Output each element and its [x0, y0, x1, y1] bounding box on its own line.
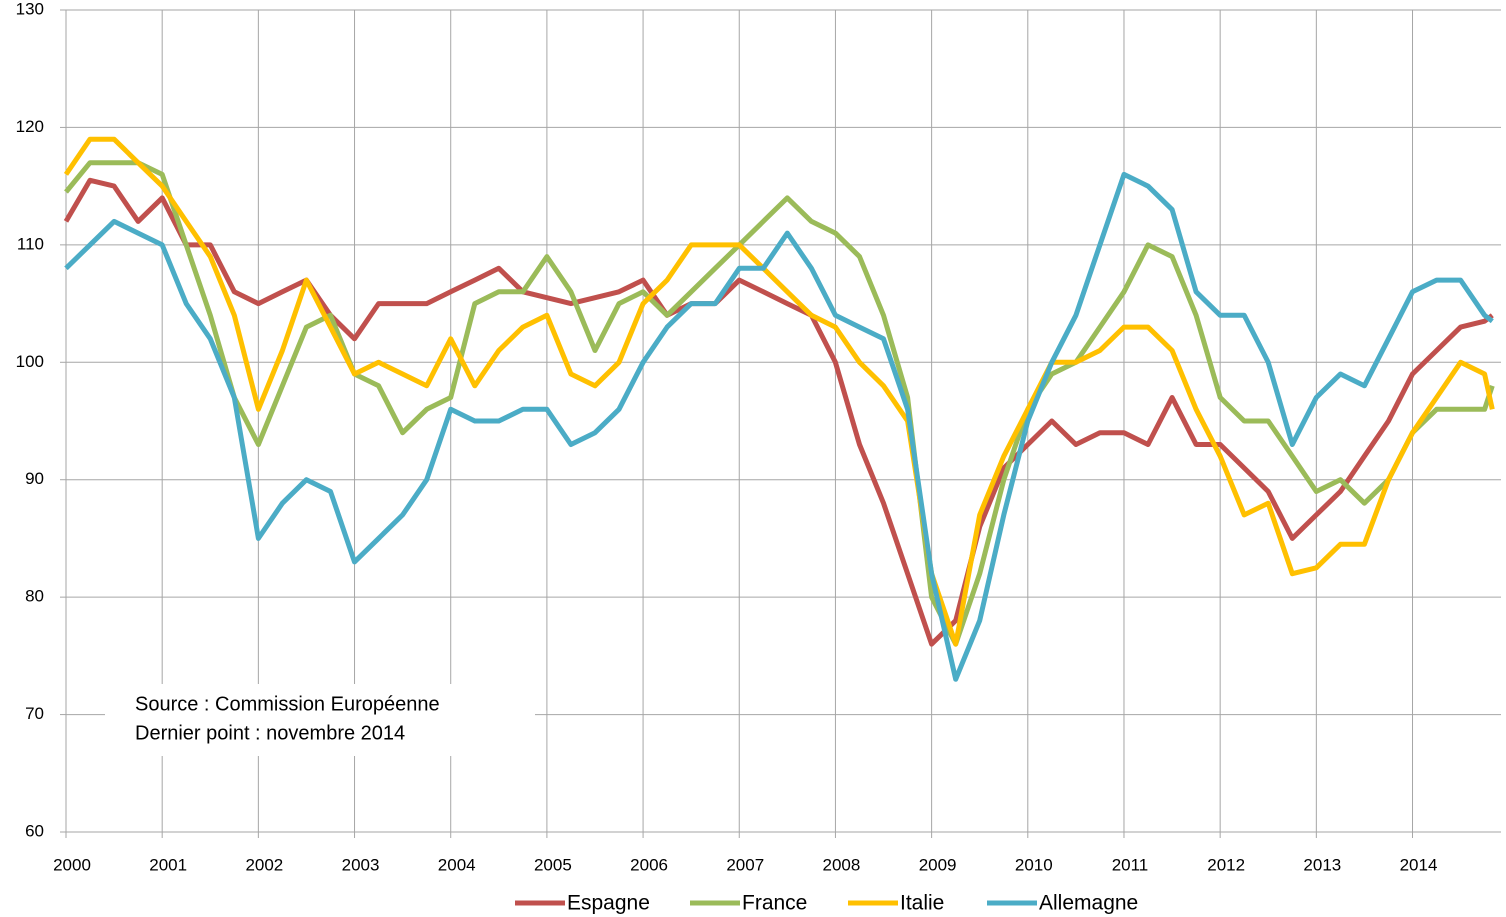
y-tick-label: 80: [25, 587, 44, 606]
x-tick-label: 2004: [438, 855, 476, 874]
x-tick-label: 2001: [149, 855, 187, 874]
x-tick-label: 2003: [342, 855, 380, 874]
y-tick-label: 60: [25, 821, 44, 840]
series-line: [63, 177, 1494, 647]
legend-label: Espagne: [567, 892, 650, 915]
x-tick-label: 2008: [823, 855, 861, 874]
x-tick-label: 2009: [919, 855, 957, 874]
legend-label: France: [742, 892, 807, 915]
annotation: Source : Commission Européenne: [135, 693, 440, 715]
annotation: Dernier point : novembre 2014: [135, 722, 405, 744]
series-line: [64, 160, 1495, 647]
series-line: [64, 171, 1494, 682]
x-tick-label: 2006: [630, 855, 668, 874]
y-tick-label: 90: [25, 469, 44, 488]
x-tick-label: 2014: [1400, 855, 1438, 874]
x-tick-label: 2012: [1207, 855, 1245, 874]
x-tick-label: 2007: [726, 855, 764, 874]
legend-label: Allemagne: [1039, 892, 1138, 915]
x-tick-label: 2010: [1015, 855, 1053, 874]
y-tick-label: 120: [16, 117, 44, 136]
x-tick-label: 2000: [53, 855, 91, 874]
x-tick-label: 2002: [245, 855, 283, 874]
legend-label: Italie: [900, 892, 944, 915]
x-tick-label: 2005: [534, 855, 572, 874]
x-tick-label: 2013: [1303, 855, 1341, 874]
y-tick-label: 110: [17, 234, 44, 253]
y-tick-label: 100: [16, 352, 44, 371]
x-tick-label: 2011: [1112, 855, 1149, 874]
y-tick-label: 130: [16, 0, 44, 18]
annotation-box: [105, 684, 535, 756]
series-line: [63, 136, 1495, 647]
y-tick-label: 70: [25, 704, 44, 723]
